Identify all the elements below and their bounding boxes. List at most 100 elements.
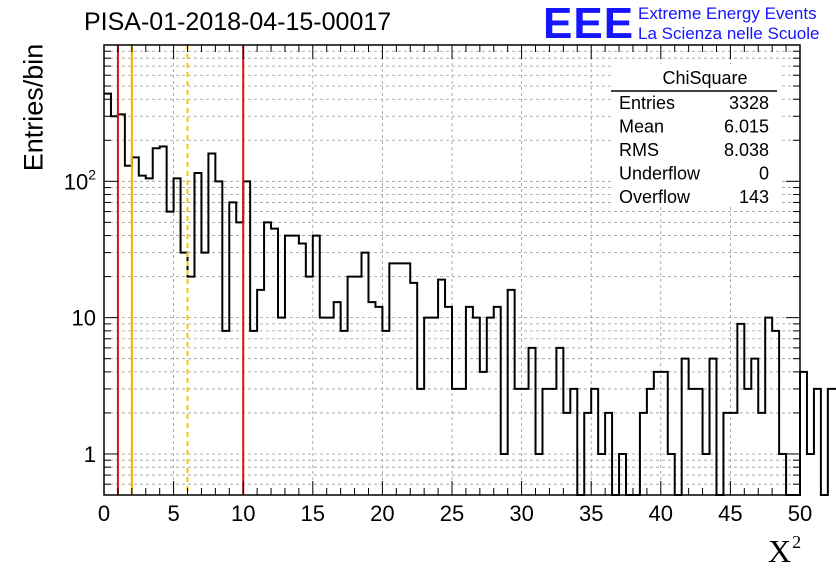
histogram-bin — [194, 173, 201, 495]
histogram-bin — [229, 202, 236, 495]
stats-row-value: 6.015 — [724, 117, 769, 137]
histogram-bin — [355, 277, 362, 495]
histogram-bin — [208, 153, 215, 495]
histogram-bin — [452, 389, 459, 495]
histogram-bin — [403, 263, 410, 495]
histogram-bin — [494, 307, 501, 495]
histogram-bin — [167, 212, 174, 495]
x-axis-label-superscript: 2 — [792, 532, 802, 552]
histogram-bin — [779, 454, 786, 495]
histogram-bin — [598, 454, 605, 495]
histogram-bin — [201, 253, 208, 495]
histogram-bin — [327, 318, 334, 495]
histogram-bin — [744, 389, 751, 495]
histogram-bin — [320, 318, 327, 495]
x-tick-label: 5 — [167, 501, 179, 526]
histogram-bin — [278, 318, 285, 495]
histogram-bin — [362, 253, 369, 495]
histogram-bin — [800, 372, 807, 495]
histogram-bin — [647, 389, 654, 495]
histogram-bin — [661, 372, 668, 495]
histogram-bin — [243, 181, 250, 495]
histogram-bin — [522, 389, 529, 495]
x-axis-label-text: X — [768, 533, 792, 569]
logo-line-1: Extreme Energy Events — [638, 4, 817, 23]
histogram-bin — [285, 236, 292, 495]
histogram-bin — [139, 176, 146, 495]
histogram-bin — [222, 331, 229, 495]
histogram-bin — [536, 454, 543, 495]
histogram-bin — [459, 389, 466, 495]
x-tick-label: 35 — [579, 501, 603, 526]
histogram-bin — [146, 178, 153, 495]
histogram-bin — [737, 324, 744, 495]
histogram-bin — [341, 331, 348, 495]
histogram-bin — [703, 454, 710, 495]
stats-row-label: Mean — [619, 117, 664, 137]
histogram-bin — [654, 372, 661, 495]
histogram-bin — [549, 389, 556, 495]
histogram-bin — [348, 277, 355, 495]
histogram-bin — [174, 178, 181, 495]
y-tick-label: 1 — [84, 442, 96, 467]
histogram-bin — [570, 389, 577, 495]
histogram-bin — [668, 454, 675, 495]
histogram-bin — [368, 302, 375, 495]
reference-lines — [116, 45, 245, 495]
histogram-bin — [556, 348, 563, 495]
histogram-bin — [306, 277, 313, 495]
histogram-bin — [188, 277, 195, 495]
stats-box-bg — [611, 64, 779, 207]
histogram-bin — [118, 114, 125, 495]
histogram-bin — [438, 280, 445, 495]
x-tick-label: 50 — [788, 501, 812, 526]
histogram-bin — [508, 290, 515, 495]
histogram-bin — [682, 359, 689, 495]
histogram-bin — [215, 181, 222, 495]
histogram-bin — [563, 413, 570, 495]
logo-line-2: La Scienza nelle Scuole — [638, 24, 820, 43]
histogram-bin — [375, 307, 382, 495]
stats-box: ChiSquare Entries 3328 Mean 6.015 RMS 8.038 Und… — [611, 64, 779, 207]
stats-row-label: Entries — [619, 93, 675, 113]
histogram-bin — [382, 331, 389, 495]
histogram-bin — [104, 94, 111, 495]
stats-row-value: 143 — [739, 187, 769, 207]
x-tick-label: 45 — [718, 501, 742, 526]
stats-title: ChiSquare — [662, 68, 747, 88]
stats-row-value: 8.038 — [724, 140, 769, 160]
x-tick-label: 15 — [301, 501, 325, 526]
histogram-bin — [515, 389, 522, 495]
histogram-bin — [313, 236, 320, 495]
x-axis-label: X2 — [768, 532, 801, 570]
histogram-bin — [710, 359, 717, 495]
x-tick-label: 20 — [370, 501, 394, 526]
histogram-bin — [264, 222, 271, 495]
histogram-bin — [389, 263, 396, 495]
histogram-bin — [765, 318, 772, 495]
histogram-bin — [473, 318, 480, 495]
x-tick-label: 10 — [231, 501, 255, 526]
stats-row-label: RMS — [619, 140, 659, 160]
x-tick-label: 25 — [440, 501, 464, 526]
run-title: PISA-01-2018-04-15-00017 — [84, 8, 392, 36]
histogram-bin — [605, 413, 612, 495]
histogram-bin — [257, 290, 264, 495]
histogram-bin — [111, 116, 118, 495]
stats-row-value: 3328 — [729, 93, 769, 113]
histogram-bin — [487, 318, 494, 495]
histogram-bin — [619, 454, 626, 495]
stats-row-label: Underflow — [619, 164, 701, 184]
histogram-bin — [501, 454, 508, 495]
histogram-bin — [466, 307, 473, 495]
histogram-bin — [160, 147, 167, 495]
histogram-bin — [181, 253, 188, 495]
histogram-bin — [153, 148, 160, 495]
histogram-bin — [424, 318, 431, 495]
histogram-bin — [132, 157, 139, 495]
histogram-bin — [751, 359, 758, 495]
y-tick-label: 102 — [64, 166, 96, 194]
histogram-bin — [299, 243, 306, 495]
